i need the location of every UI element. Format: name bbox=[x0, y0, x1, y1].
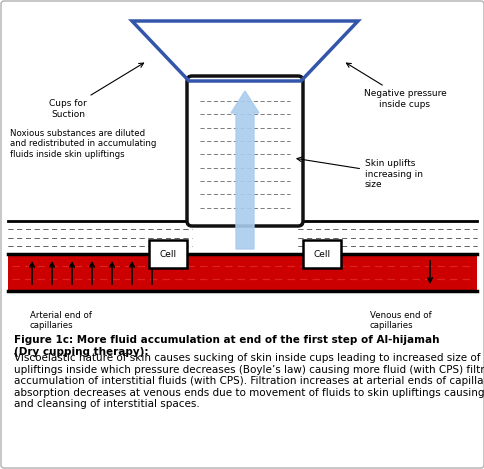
Text: Noxious substances are diluted
and redistributed in accumulating
fluids inside s: Noxious substances are diluted and redis… bbox=[10, 129, 156, 159]
Text: Cups for
Suction: Cups for Suction bbox=[49, 63, 143, 119]
Text: Figure 1c: More fluid accumulation at end of the first step of Al-hijamah
(Dry c: Figure 1c: More fluid accumulation at en… bbox=[14, 335, 439, 356]
Text: Cell: Cell bbox=[159, 250, 176, 258]
Text: Viscoelastic nature of skin causes sucking of skin inside cups leading to increa: Viscoelastic nature of skin causes sucki… bbox=[14, 353, 484, 409]
FancyArrow shape bbox=[230, 91, 258, 249]
Bar bbox=[297, 221, 468, 254]
Text: Negative pressure
inside cups: Negative pressure inside cups bbox=[346, 63, 445, 109]
Bar bbox=[8, 221, 192, 254]
Bar bbox=[8, 254, 476, 291]
Text: Venous end of
capillaries: Venous end of capillaries bbox=[369, 311, 431, 330]
Bar bbox=[149, 240, 187, 268]
Text: Cell: Cell bbox=[313, 250, 330, 258]
FancyBboxPatch shape bbox=[187, 76, 302, 226]
Text: Skin uplifts
increasing in
size: Skin uplifts increasing in size bbox=[296, 157, 422, 189]
Bar bbox=[302, 240, 340, 268]
Text: Arterial end of
capillaries: Arterial end of capillaries bbox=[30, 311, 91, 330]
